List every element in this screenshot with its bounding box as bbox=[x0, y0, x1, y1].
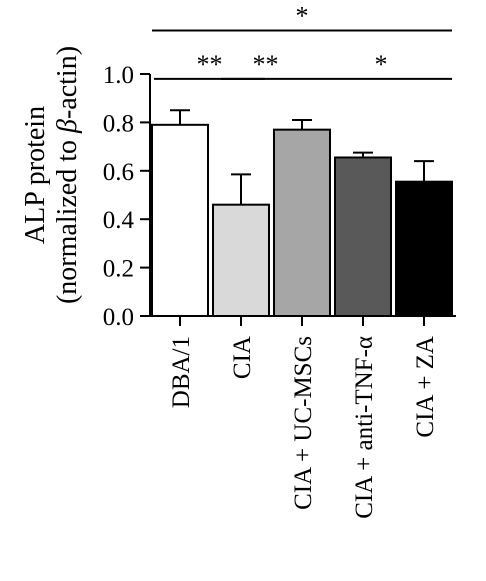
bar bbox=[334, 156, 392, 317]
x-category-label: CIA bbox=[229, 336, 256, 379]
y-axis-label-line1: ALP protein bbox=[20, 106, 51, 244]
significance-label: ** bbox=[253, 50, 279, 79]
significance-label: * bbox=[375, 50, 388, 79]
bar bbox=[151, 123, 209, 317]
x-category-label: CIA + anti-TNF-α bbox=[351, 336, 378, 519]
y-tick-label: 0.6 bbox=[103, 159, 134, 186]
y-tick-label: 0.8 bbox=[103, 110, 134, 137]
y-tick-label: 1.0 bbox=[103, 62, 134, 89]
y-tick-label: 0.4 bbox=[103, 207, 135, 234]
bar bbox=[212, 203, 270, 317]
bar bbox=[273, 128, 331, 317]
x-category-label: DBA/1 bbox=[168, 336, 195, 408]
significance-label: ** bbox=[197, 50, 223, 79]
bar bbox=[395, 180, 453, 317]
y-axis-label-line2: (normalized to β-actin) bbox=[52, 46, 83, 304]
significance-label: * bbox=[296, 1, 309, 30]
x-category-label: CIA + ZA bbox=[412, 336, 439, 438]
plot-area: 0.0 0.2 0.4 0.6 0.8 1.0 DBA/1 CIA CIA + UC-MSCs C… bbox=[103, 1, 456, 519]
y-axis-label: ALP protein (normalized to β-actin) bbox=[20, 46, 83, 304]
y-tick-label: 0.2 bbox=[103, 256, 134, 283]
y-tick-label: 0.0 bbox=[103, 304, 134, 331]
x-category-label: CIA + UC-MSCs bbox=[290, 336, 317, 510]
